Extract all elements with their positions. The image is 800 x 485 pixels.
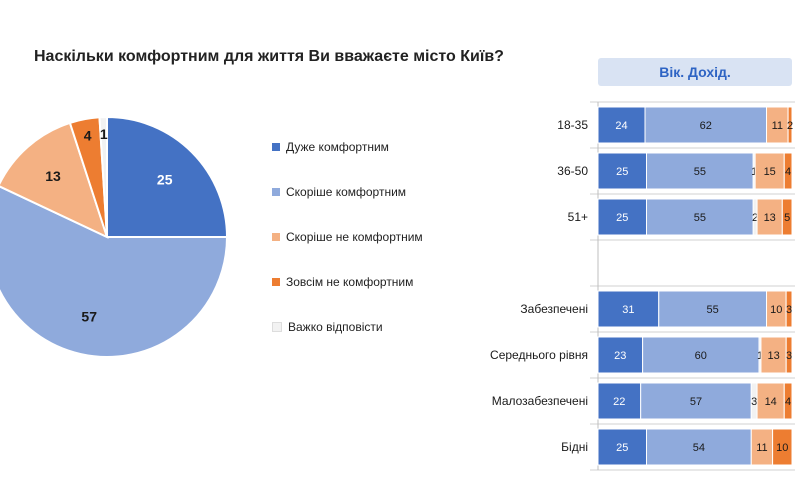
bar-data-label: 2 (752, 212, 758, 224)
bar-segment (783, 382, 793, 420)
legend-item: Скоріше комфортним (272, 185, 406, 199)
bar-data-label: 25 (616, 212, 628, 224)
bar-data-label: 2 (787, 120, 793, 132)
bar-data-label: 55 (694, 166, 706, 178)
legend-label: Скоріше комфортним (286, 185, 407, 199)
bar-data-label: 57 (690, 396, 702, 408)
pie-slice (106, 115, 229, 238)
pie-data-label: 4 (84, 128, 92, 144)
pie-data-label: 1 (100, 126, 108, 142)
legend-item: Дуже комфортним (272, 140, 389, 154)
bar-data-label: 25 (616, 442, 628, 454)
bar-segment (642, 336, 760, 374)
category-label: Бідні (561, 440, 588, 454)
bar-segment (646, 198, 754, 236)
bar-segment (783, 152, 793, 190)
legend-swatch (272, 233, 280, 241)
bar-segment (781, 198, 793, 236)
category-label: 18-35 (557, 118, 588, 132)
bar-data-label: 5 (784, 212, 790, 224)
legend-swatch (272, 143, 280, 151)
bar-segment (772, 428, 793, 466)
bar-segment (646, 428, 752, 466)
bar-data-label: 25 (616, 166, 628, 178)
bar-data-label: 4 (785, 166, 791, 178)
bar-segment (597, 152, 647, 190)
legend-swatch (272, 188, 280, 196)
bar-data-label: 11 (756, 442, 767, 454)
bar-data-label: 10 (770, 304, 782, 316)
pie-slice (98, 115, 108, 238)
bar-data-label: 55 (706, 304, 718, 316)
bar-segment (787, 106, 793, 144)
bar-data-label: 14 (765, 396, 777, 408)
bar-segment (646, 152, 754, 190)
bar-data-label: 62 (700, 120, 712, 132)
bar-segment (658, 290, 768, 328)
legend-item: Скоріше не комфортним (272, 230, 423, 244)
bar-segment (597, 336, 644, 374)
bar-data-label: 1 (757, 350, 763, 362)
legend-label: Скоріше не комфортним (286, 230, 423, 244)
legend-item: Зовсім не комфортним (272, 275, 413, 289)
category-label: 51+ (568, 210, 588, 224)
bar-data-label: 15 (764, 166, 776, 178)
legend-item: Важко відповісти (272, 320, 383, 334)
category-label: Забезпечені (520, 302, 588, 316)
bar-segment (785, 290, 793, 328)
bar-segment (785, 336, 793, 374)
legend-label: Зовсім не комфортним (286, 275, 414, 289)
bar-data-label: 10 (776, 442, 788, 454)
bar-data-label: 1 (751, 166, 757, 178)
category-label: 36-50 (557, 164, 588, 178)
bar-data-label: 24 (615, 120, 627, 132)
bar-data-label: 54 (693, 442, 705, 454)
pie-data-label: 13 (45, 168, 61, 184)
bar-data-label: 3 (786, 350, 792, 362)
bar-data-label: 23 (614, 350, 626, 362)
legend-swatch (272, 278, 280, 286)
bar-segment (597, 290, 660, 328)
legend-swatch (272, 322, 282, 332)
bar-data-label: 3 (751, 396, 757, 408)
bar-data-label: 31 (622, 304, 634, 316)
bar-segment (756, 198, 783, 236)
legend-label: Важко відповісти (288, 320, 383, 334)
bar-segment (597, 198, 647, 236)
pie-slice (0, 185, 229, 359)
bar-segment (597, 382, 642, 420)
pie-slice (0, 121, 109, 239)
bar-data-label: 4 (785, 396, 791, 408)
bar-segment (597, 106, 646, 144)
bar-segment (640, 382, 752, 420)
legend-label: Дуже комфортним (286, 140, 389, 154)
bar-data-label: 55 (694, 212, 706, 224)
bar-data-label: 3 (786, 304, 792, 316)
bar-segment (754, 152, 785, 190)
chart-title: Наскільки комфортним для життя Ви вважає… (34, 48, 504, 65)
panel-header: Вік. Дохід. (598, 58, 792, 86)
pie-data-label: 57 (81, 309, 97, 325)
bar-data-label: 13 (764, 212, 776, 224)
bar-data-label: 60 (695, 350, 707, 362)
bar-data-label: 11 (772, 120, 783, 132)
category-label: Середнього рівня (490, 348, 588, 362)
category-label: Малозабезпечені (492, 394, 588, 408)
pie-data-label: 25 (157, 171, 173, 187)
bar-data-label: 13 (767, 350, 779, 362)
bar-data-label: 22 (613, 396, 625, 408)
bar-segment (756, 382, 785, 420)
